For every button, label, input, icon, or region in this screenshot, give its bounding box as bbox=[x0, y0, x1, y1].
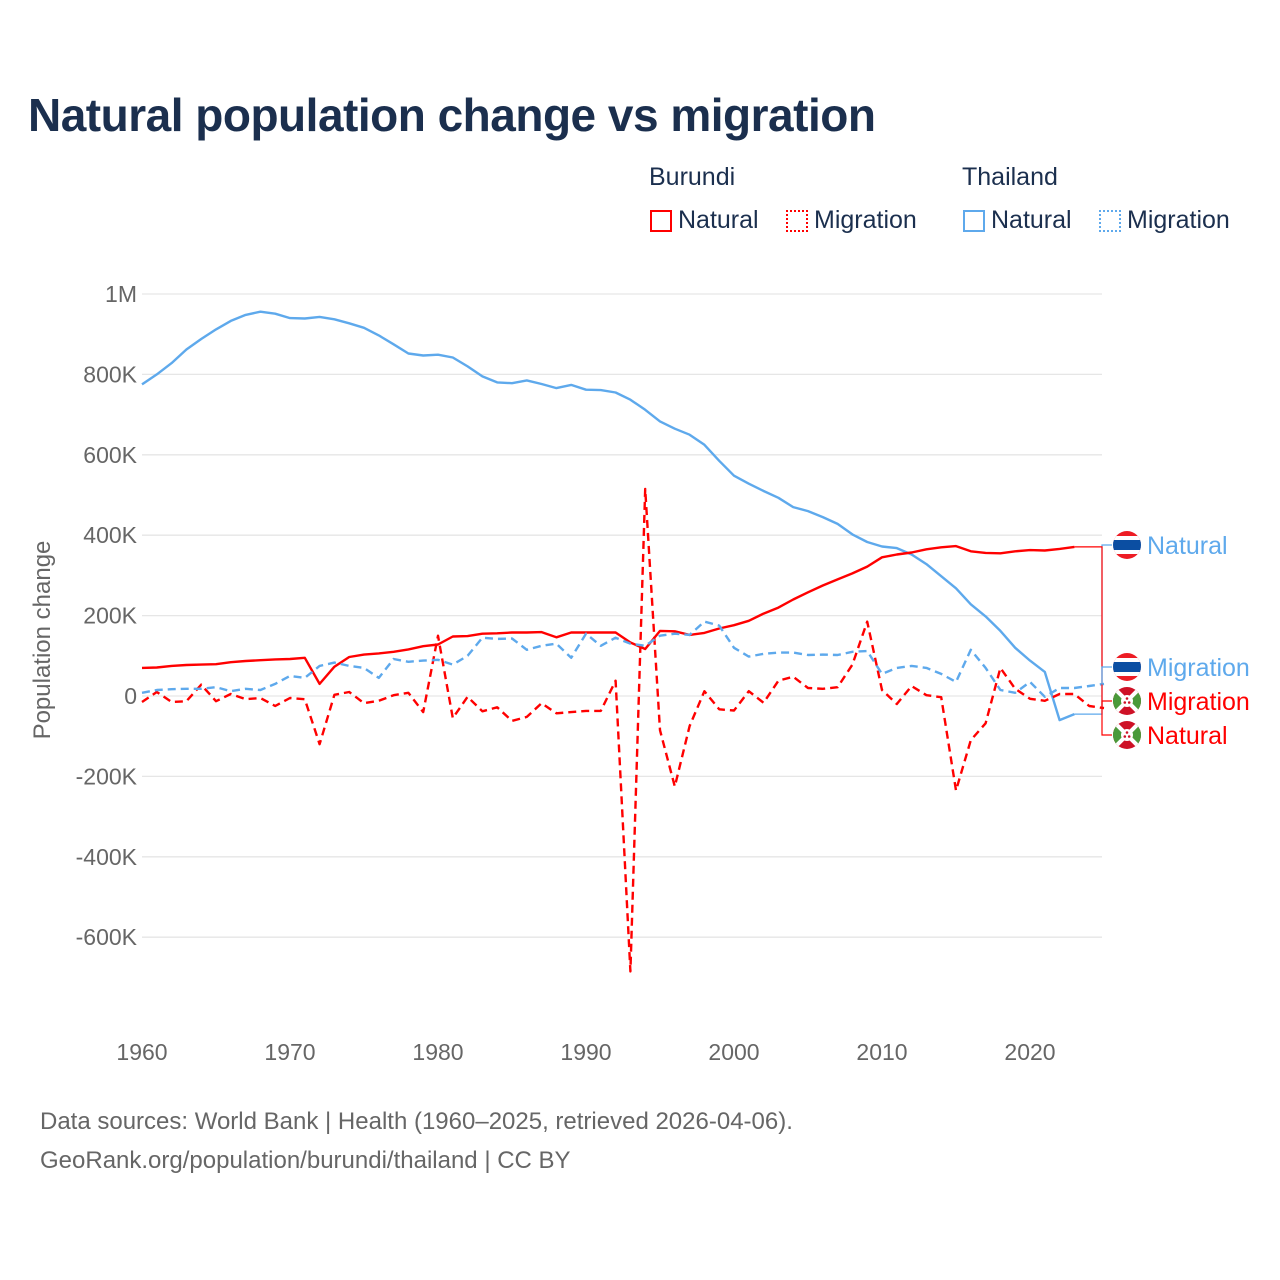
end-label: Natural bbox=[1147, 722, 1228, 750]
y-axis-label: Population change bbox=[29, 541, 56, 740]
x-tick-label: 1970 bbox=[264, 1039, 315, 1065]
y-tick-label: 200K bbox=[83, 603, 137, 629]
legend-group-burundi: Burundi bbox=[649, 163, 736, 191]
legend-group-thailand: Thailand bbox=[962, 163, 1058, 191]
y-tick-label: -600K bbox=[76, 924, 138, 950]
end-labels: Natural Natural Migration Migration bbox=[1074, 531, 1250, 750]
series-line-burundi-migration[interactable] bbox=[141, 487, 1105, 973]
y-tick-label: -200K bbox=[76, 763, 138, 789]
thailand-flag-icon bbox=[1113, 531, 1141, 559]
legend-label: Migration bbox=[1127, 206, 1230, 234]
legend-swatch-solid bbox=[650, 209, 672, 232]
legend-item-burundi-migration[interactable]: Migration bbox=[786, 206, 917, 235]
thailand-flag-icon bbox=[1113, 653, 1141, 681]
x-tick-label: 2020 bbox=[1004, 1039, 1055, 1065]
y-tick-label: 800K bbox=[83, 361, 137, 387]
x-tick-label: 1990 bbox=[560, 1039, 611, 1065]
x-axis-ticks: 1960 1970 1980 1990 2000 2010 2020 bbox=[116, 1039, 1055, 1065]
y-axis-ticks: 1M 800K 600K 400K 200K 0 -200K -400K -600K bbox=[76, 281, 138, 950]
legend-swatch-solid bbox=[963, 209, 985, 232]
label-connector bbox=[1101, 700, 1112, 709]
x-tick-label: 1980 bbox=[412, 1039, 463, 1065]
y-tick-label: -400K bbox=[76, 844, 138, 870]
end-label: Migration bbox=[1147, 688, 1250, 716]
source-note: Data sources: World Bank | Health (1960–… bbox=[40, 1108, 793, 1135]
series-lines bbox=[141, 310, 1105, 973]
gridlines bbox=[142, 293, 1102, 938]
legend-label: Natural bbox=[678, 206, 759, 234]
y-tick-label: 0 bbox=[124, 683, 137, 709]
chart-title: Natural population change vs migration bbox=[28, 89, 876, 141]
legend-swatch-dotted bbox=[1099, 209, 1121, 232]
x-tick-label: 2010 bbox=[856, 1039, 907, 1065]
x-tick-label: 1960 bbox=[116, 1039, 167, 1065]
source-link[interactable]: GeoRank.org/population/burundi/thailand … bbox=[40, 1147, 571, 1174]
series-line-thailand-natural[interactable] bbox=[141, 310, 1075, 722]
legend-item-burundi-natural[interactable]: Natural bbox=[650, 206, 759, 235]
label-connector bbox=[1074, 546, 1112, 736]
y-tick-label: 1M bbox=[105, 281, 137, 307]
legend-item-thailand-migration[interactable]: Migration bbox=[1099, 206, 1230, 235]
legend-item-thailand-natural[interactable]: Natural bbox=[963, 206, 1072, 235]
y-tick-label: 600K bbox=[83, 442, 137, 468]
x-tick-label: 2000 bbox=[708, 1039, 759, 1065]
series-line-burundi-natural[interactable] bbox=[141, 544, 1075, 686]
label-connector bbox=[1101, 666, 1112, 685]
legend-swatch-dotted bbox=[786, 209, 808, 232]
legend-label: Natural bbox=[991, 206, 1072, 234]
burundi-flag-icon bbox=[1113, 687, 1141, 715]
label-connector bbox=[1074, 544, 1112, 715]
end-label: Migration bbox=[1147, 654, 1250, 682]
burundi-flag-icon bbox=[1113, 721, 1141, 749]
legend-label: Migration bbox=[814, 206, 917, 234]
end-label: Natural bbox=[1147, 532, 1228, 560]
y-tick-label: 400K bbox=[83, 522, 137, 548]
